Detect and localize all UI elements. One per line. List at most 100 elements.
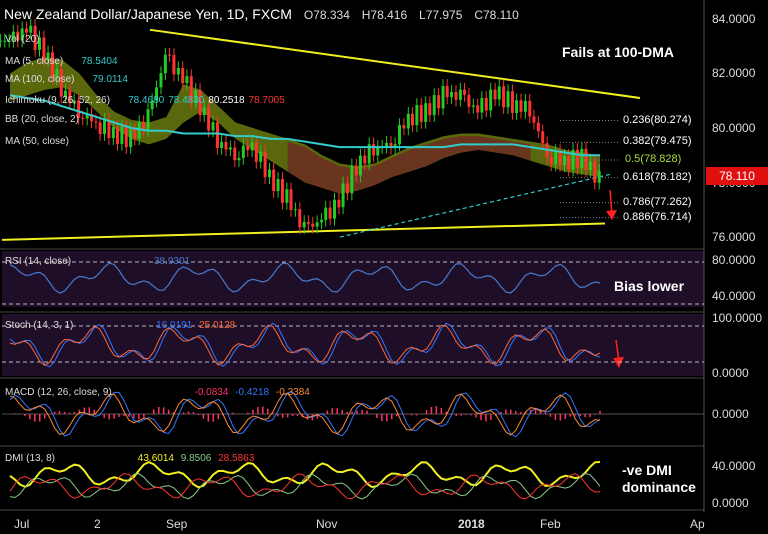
candle-body <box>111 127 115 139</box>
ichimoku-cloud-bear <box>287 136 531 194</box>
candle-body <box>584 148 588 171</box>
candle-body <box>333 199 337 219</box>
candle-body <box>250 142 254 151</box>
candle-body <box>567 155 571 170</box>
candle-body <box>254 142 258 162</box>
stoch-label[interactable]: Stoch (14, 3, 1) <box>5 320 74 331</box>
indicator-label[interactable]: BB (20, close, 2) <box>5 114 79 125</box>
candle-body <box>0 40 2 42</box>
candle-body <box>458 89 462 100</box>
candle-body <box>441 85 445 109</box>
candle-body <box>124 126 128 148</box>
stoch-d-value: 25.0128 <box>199 320 236 331</box>
dmi-label[interactable]: DMI (13, 8) <box>5 453 56 464</box>
candle-body <box>90 114 94 122</box>
candle-body <box>85 114 89 119</box>
candle-body <box>55 69 59 79</box>
candle-body <box>419 105 423 122</box>
x-tick-1: 2 <box>94 517 101 531</box>
indicator-value: 80.2518 <box>208 95 245 106</box>
macd-line <box>9 391 601 438</box>
candle-body <box>198 90 202 115</box>
rsi-pane-bg <box>2 251 704 307</box>
price-tick-0: 84.0000 <box>712 11 756 26</box>
indicator-row-1[interactable]: MA (5, close) 78.5404 <box>5 56 118 68</box>
candle-body <box>484 97 488 111</box>
indicator-label[interactable]: MA (50, close) <box>5 136 69 147</box>
stoch-pane-bg <box>2 314 704 376</box>
candle-body <box>50 52 54 79</box>
candle-body <box>163 54 167 74</box>
candle-body <box>363 155 367 164</box>
candle-body <box>410 113 414 126</box>
candle-body <box>398 125 402 145</box>
candle-body <box>259 151 263 162</box>
candle-body <box>289 189 293 210</box>
stoch-legend: Stoch (14, 3, 1) 16.0191 25.0128 <box>5 320 235 332</box>
candle-body <box>185 76 189 84</box>
candle-body <box>233 147 237 161</box>
rsi-label[interactable]: RSI (14, close) <box>5 256 72 267</box>
candle-body <box>558 151 562 166</box>
price-tick-1: 82.0000 <box>712 66 756 81</box>
candle-body <box>224 141 228 150</box>
symbol-title[interactable]: New Zealand Dollar/Japanese Yen, 1D, FXC… <box>4 6 292 22</box>
candle-body <box>120 126 124 144</box>
indicator-row-3[interactable]: Ichimoku (9, 26, 52, 26) 78.4680 78.4830 80… <box>5 95 285 107</box>
candle-body <box>536 122 540 132</box>
candle-body <box>597 170 601 183</box>
candle-body <box>467 94 471 107</box>
indicator-label[interactable]: Ichimoku (9, 26, 52, 26) <box>5 95 111 106</box>
indicator-value: 78.5404 <box>81 56 118 67</box>
candle-body <box>81 117 85 119</box>
stoch-tick-1: 0.0000 <box>712 366 749 380</box>
candle-body <box>510 91 514 113</box>
indicator-label[interactable]: Vol (20) <box>5 34 40 45</box>
indicator-row-2[interactable]: MA (100, close) 79.0114 <box>5 74 128 86</box>
candle-body <box>454 91 458 100</box>
candle-body <box>246 145 250 151</box>
indicator-label[interactable]: MA (5, close) <box>5 56 64 67</box>
candle-body <box>393 144 397 148</box>
candle-body <box>320 219 324 223</box>
candle-body <box>493 89 497 100</box>
rsi-line <box>9 262 601 294</box>
candle-body <box>302 222 306 228</box>
candle-body <box>68 90 72 104</box>
indicator-label[interactable]: MA (100, close) <box>5 74 75 85</box>
candle-body <box>77 100 81 118</box>
price-tick-2: 80.0000 <box>712 121 756 135</box>
candle-body <box>372 144 376 156</box>
candle-body <box>532 116 536 123</box>
candle-body <box>215 122 219 148</box>
indicator-value: 78.4680 <box>128 95 165 106</box>
stoch-tick-0: 100.0000 <box>712 311 763 325</box>
ohlc-high: H78.416 <box>361 8 408 22</box>
candle-body <box>575 149 579 169</box>
fib-label-2: 0.5(78.828) <box>625 152 682 165</box>
macd-label[interactable]: MACD (12, 26, close, 9) <box>5 387 112 398</box>
rsi-legend: RSI (14, close) 38.9301 <box>5 256 190 268</box>
candle-body <box>502 86 506 108</box>
stoch-k-line <box>9 322 601 368</box>
indicator-row-5[interactable]: MA (50, close) <box>5 136 69 148</box>
candle-body <box>497 86 501 100</box>
candle-body <box>107 119 111 139</box>
candle-body <box>549 157 553 165</box>
candle-body <box>367 144 371 164</box>
candle-body <box>450 91 454 98</box>
candle-body <box>554 151 558 165</box>
candle-body <box>29 25 33 33</box>
last-price-tag: 78.110 <box>706 167 768 185</box>
candle-body <box>528 100 532 117</box>
candle-body <box>25 28 29 33</box>
candle-body <box>159 73 163 88</box>
indicator-row-4[interactable]: BB (20, close, 2) <box>5 114 79 126</box>
candle-body <box>241 145 245 159</box>
candle-body <box>168 54 172 56</box>
candle-body <box>94 121 98 123</box>
ohlc-low: L77.975 <box>419 8 463 22</box>
indicator-row-0[interactable]: Vol (20) <box>5 34 39 46</box>
candle-body <box>580 148 584 169</box>
